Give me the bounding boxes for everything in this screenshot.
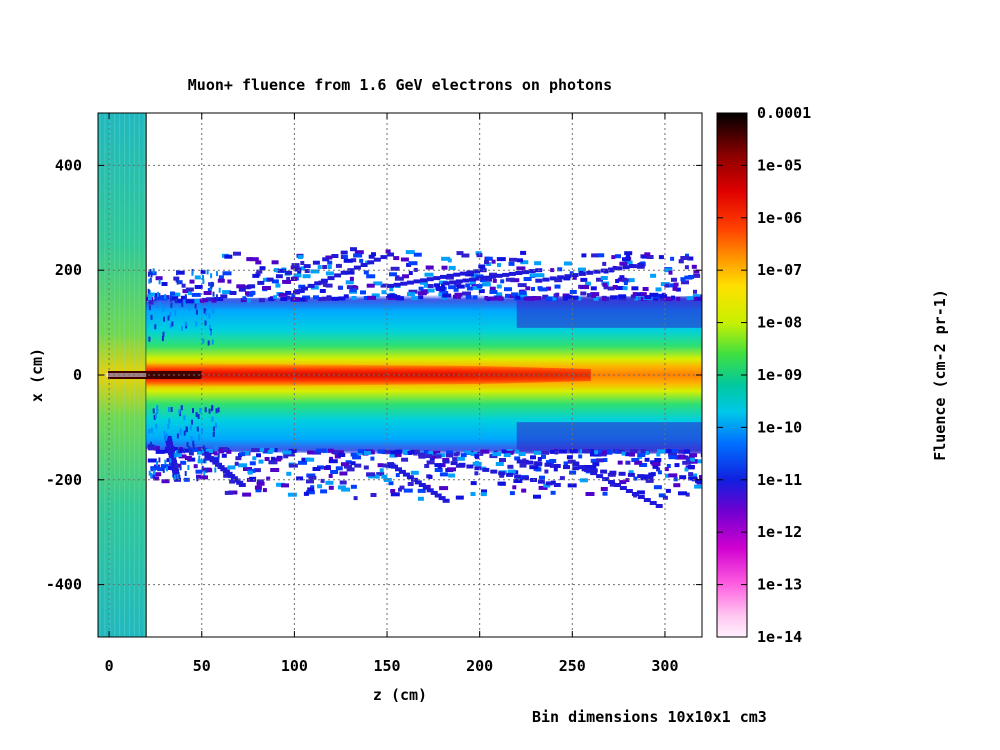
y-tick: 200 [55,261,702,279]
colorbar-tick: 1e-11 [717,471,802,489]
x-tick-label: 100 [281,657,308,675]
x-tick-label: 0 [105,657,114,675]
colorbar-tick-label: 1e-10 [757,418,802,436]
y-tick: 400 [55,156,702,174]
y-tick: -200 [46,471,702,489]
colorbar-tick: 0.0001 [717,104,811,122]
x-tick: 0 [105,113,114,675]
y-tick-label: 200 [55,261,82,279]
grid-lines [98,113,702,637]
colorbar-tick: 1e-13 [717,576,802,594]
y-tick: -400 [46,576,702,594]
x-tick: 50 [193,113,211,675]
x-tick: 100 [281,113,308,675]
y-tick-label: -400 [46,576,82,594]
x-axis-label: z (cm) [373,686,427,704]
colorbar-tick-label: 1e-06 [757,209,802,227]
x-tick-label: 150 [373,657,400,675]
colorbar-tick-label: 1e-11 [757,471,802,489]
colorbar-tick: 1e-14 [717,628,802,646]
y-tick-label: 400 [55,156,82,174]
colorbar-tick: 1e-06 [717,209,802,227]
x-tick: 250 [559,113,586,675]
colorbar-tick: 1e-12 [717,523,802,541]
colorbar-tick-label: 1e-07 [757,261,802,279]
colorbar-tick-label: 1e-08 [757,314,802,332]
x-tick: 300 [651,113,678,675]
x-tick: 200 [466,113,493,675]
colorbar-tick: 1e-07 [717,261,802,279]
colorbar-tick-label: 1e-05 [757,156,802,174]
colorbar: 0.0001 1e-05 1e-06 1e-07 1e-08 1e-09 1e-10 1e-1… [716,104,811,646]
colorbar-tick-label: 1e-09 [757,366,802,384]
chart-title: Muon+ fluence from 1.6 GeV electrons on … [188,76,612,94]
x-tick-label: 50 [193,657,211,675]
plot-area [98,113,702,637]
y-tick-label: -200 [46,471,82,489]
y-axis-label: x (cm) [28,348,46,402]
bin-dimensions-note: Bin dimensions 10x10x1 cm3 [532,708,767,726]
y-tick: 0 [73,366,702,384]
colorbar-tick: 1e-10 [717,418,802,436]
colorbar-tick-label: 0.0001 [757,104,811,122]
colorbar-tick-label: 1e-14 [757,628,802,646]
colorbar-tick: 1e-09 [717,366,802,384]
colorbar-tick: 1e-08 [717,314,802,332]
colorbar-tick: 1e-05 [717,156,802,174]
x-tick-label: 200 [466,657,493,675]
x-tick-label: 300 [651,657,678,675]
y-tick-label: 0 [73,366,82,384]
x-axis: 0 50 100 150 200 250 300 [105,113,678,675]
colorbar-label: Fluence (cm-2 pr-1) [931,289,949,461]
x-tick-label: 250 [559,657,586,675]
colorbar-tick-label: 1e-12 [757,523,802,541]
y-axis: -400 -200 0 200 400 [46,156,702,594]
colorbar-tick-label: 1e-13 [757,576,802,594]
x-tick: 150 [373,113,401,675]
